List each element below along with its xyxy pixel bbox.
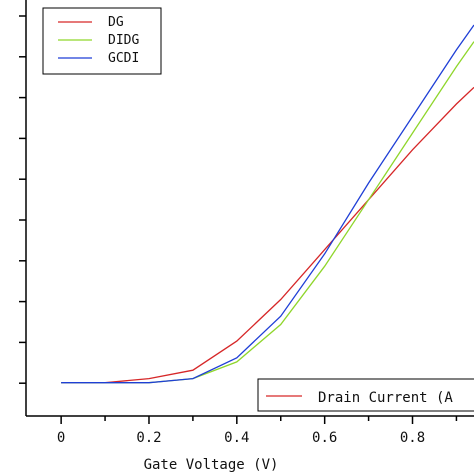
series-lines — [61, 24, 474, 384]
x-tick-label: 0.4 — [224, 430, 249, 446]
y-axis-ticks — [19, 15, 26, 384]
legend-items: DG DIDG GCDI — [58, 15, 139, 66]
x-tick-label: 0.8 — [400, 430, 425, 446]
x-tick-label: 0.2 — [136, 430, 161, 446]
legend: DG DIDG GCDI — [42, 7, 162, 75]
legend-label-gcdi: GCDI — [108, 51, 139, 66]
secondary-legend-label: Drain Current (A — [318, 390, 453, 406]
x-tick-label: 0.6 — [312, 430, 337, 446]
secondary-legend-box — [257, 378, 474, 412]
plot-frame — [25, 0, 474, 417]
legend-label-didg: DIDG — [108, 33, 139, 48]
x-axis-title: Gate Voltage (V) — [144, 457, 279, 473]
x-tick-label: 0 — [57, 430, 65, 446]
series-line-gcdi — [61, 24, 474, 384]
series-line-dg — [61, 86, 474, 384]
legend-label-dg: DG — [108, 15, 124, 30]
secondary-legend: Drain Current (A — [257, 378, 474, 412]
x-axis-ticks: 0 0.2 0.4 0.6 0.8 — [57, 416, 458, 446]
legend-box — [42, 7, 162, 75]
